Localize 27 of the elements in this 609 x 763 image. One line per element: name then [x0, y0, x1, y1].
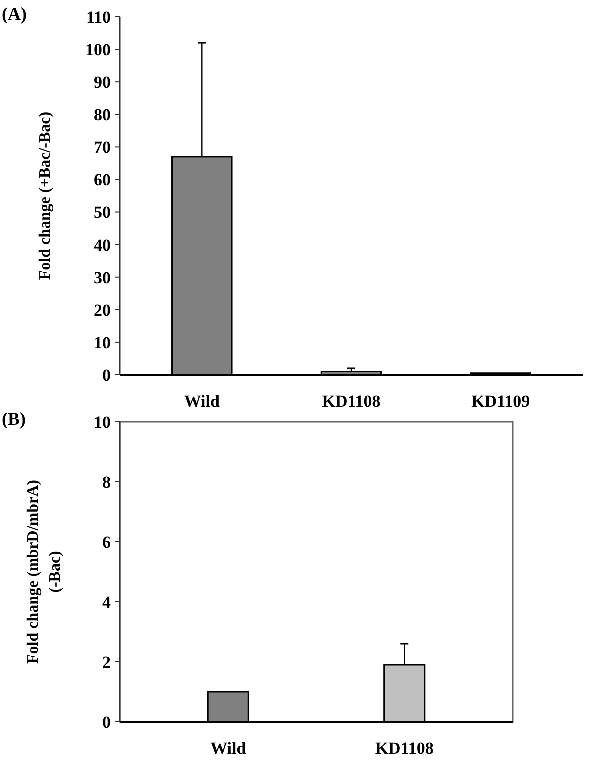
y-tick-label: 10: [94, 412, 111, 432]
y-tick-label: 0: [102, 366, 111, 385]
y-tick-label: 50: [94, 203, 111, 222]
y-tick-label: 60: [94, 170, 111, 190]
y-tick-label: 30: [94, 268, 111, 288]
y-axis-title: Fold change (+Bac/-Bac): [37, 112, 54, 280]
y-tick-label: 0: [102, 712, 111, 732]
y-tick-label: 10: [94, 333, 111, 352]
y-tick-label: 40: [94, 236, 111, 255]
x-tick-label: KD1109: [472, 392, 530, 411]
chart-title: (B): [2, 409, 26, 429]
chart-title: (A): [2, 4, 27, 24]
y-tick-label: 80: [94, 106, 111, 125]
x-tick-label: KD1108: [322, 392, 381, 411]
y-tick-label: 6: [102, 532, 111, 552]
y-tick-label: 8: [102, 472, 111, 492]
y-tick-label: 100: [86, 40, 111, 60]
y-tick-label: 110: [86, 8, 111, 27]
y-tick-label: 4: [102, 592, 112, 612]
y-tick-label: 70: [94, 138, 111, 158]
x-tick-label: Wild: [184, 392, 220, 411]
y-tick-label: 2: [102, 652, 111, 672]
y-tick-label: 90: [94, 73, 111, 92]
y-tick-label: 20: [94, 300, 111, 320]
x-tick-label: Wild: [210, 739, 247, 758]
y-axis-title: Fold change (mbrD/mbrA) (-Bac): [25, 480, 64, 664]
x-tick-label: KD1108: [375, 739, 434, 758]
